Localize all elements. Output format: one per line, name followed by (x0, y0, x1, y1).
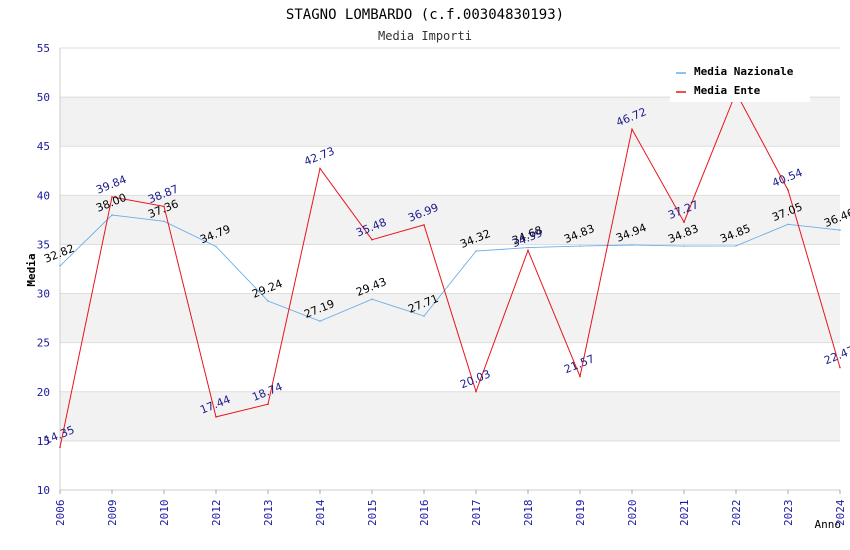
chart-title: STAGNO LOMBARDO (c.f.00304830193) (286, 7, 564, 23)
data-point (631, 128, 633, 131)
data-point (527, 249, 529, 252)
series-lines (59, 91, 841, 449)
data-point (475, 250, 477, 252)
plot-background-bands (60, 97, 840, 441)
x-tick-label: 2017 (470, 500, 483, 527)
y-tick-label: 55 (37, 42, 50, 55)
y-tick-label: 30 (37, 288, 50, 301)
legend-box (670, 58, 810, 102)
data-point (423, 224, 425, 226)
data-point (111, 214, 113, 216)
series-line-media-ente (59, 91, 841, 448)
legend-label-media-ente: Media Ente (694, 84, 761, 97)
x-tick-label: 2023 (782, 500, 795, 527)
data-point (839, 366, 841, 369)
x-tick-label: 2009 (106, 500, 119, 527)
data-point (787, 223, 789, 226)
legend-label-media-nazionale: Media Nazionale (694, 65, 794, 78)
x-tick-label: 2010 (158, 500, 171, 527)
x-tick-label: 2022 (730, 500, 743, 527)
chart-subtitle: Media Importi (378, 29, 472, 43)
x-tick-label: 2020 (626, 500, 639, 527)
grid-band (60, 293, 840, 343)
data-point (319, 320, 321, 322)
data-label: 22.47 (822, 343, 850, 367)
grid-band (60, 97, 840, 147)
data-point (163, 220, 165, 223)
y-tick-label: 35 (37, 238, 50, 251)
x-tick-label: 2012 (210, 500, 223, 527)
data-point (579, 245, 581, 247)
data-point (787, 189, 789, 191)
y-tick-label: 40 (37, 189, 50, 202)
data-label: 14.35 (42, 423, 76, 447)
y-tick-label: 15 (37, 435, 50, 448)
data-point (683, 221, 685, 223)
data-label: 40.54 (770, 166, 804, 190)
data-point (475, 390, 477, 393)
data-point (579, 375, 581, 378)
data-point (267, 300, 269, 302)
series-line-media-nazionale (59, 214, 841, 322)
data-point (631, 244, 633, 246)
data-point (371, 238, 373, 241)
data-label: 21.57 (562, 352, 596, 376)
y-axis-label: Media (25, 253, 38, 286)
y-tick-label: 25 (37, 337, 50, 350)
y-tick-label: 20 (37, 386, 50, 399)
data-point (267, 403, 269, 405)
y-tick-label: 45 (37, 140, 50, 153)
gridlines (60, 47, 840, 491)
data-point (59, 265, 61, 267)
data-point (319, 167, 321, 170)
grid-band (60, 195, 840, 245)
data-point (111, 196, 113, 198)
x-tick-label: 2018 (522, 500, 535, 527)
data-point (215, 245, 217, 248)
data-point (735, 245, 737, 247)
x-tick-label: 2013 (262, 500, 275, 527)
grid-band (60, 391, 840, 441)
y-tick-label: 50 (37, 91, 50, 104)
x-tick-label: 2006 (54, 500, 67, 527)
data-point (683, 245, 685, 247)
data-label: 42.73 (302, 144, 336, 168)
data-point (423, 315, 425, 317)
y-tick-labels: 10 15 20 25 30 35 40 45 50 55 (37, 42, 50, 497)
x-tick-label: 2015 (366, 500, 379, 527)
data-point (59, 446, 61, 449)
x-axis-label: Anno (815, 518, 842, 531)
data-point (839, 229, 841, 231)
legend: Media Nazionale Media Ente (670, 58, 810, 102)
x-tick-label: 2024 (834, 499, 847, 526)
x-tick-labels: 2006 2009 2010 2012 2013 2014 2015 2016 2017 2018… (54, 490, 847, 526)
x-tick-label: 2019 (574, 500, 587, 527)
x-tick-label: 2021 (678, 500, 691, 527)
x-tick-label: 2016 (418, 500, 431, 527)
data-point (371, 298, 373, 300)
y-tick-label: 10 (37, 484, 50, 497)
data-point (163, 205, 165, 208)
data-point (527, 246, 529, 249)
x-tick-label: 2014 (314, 499, 327, 526)
data-point (215, 416, 217, 418)
